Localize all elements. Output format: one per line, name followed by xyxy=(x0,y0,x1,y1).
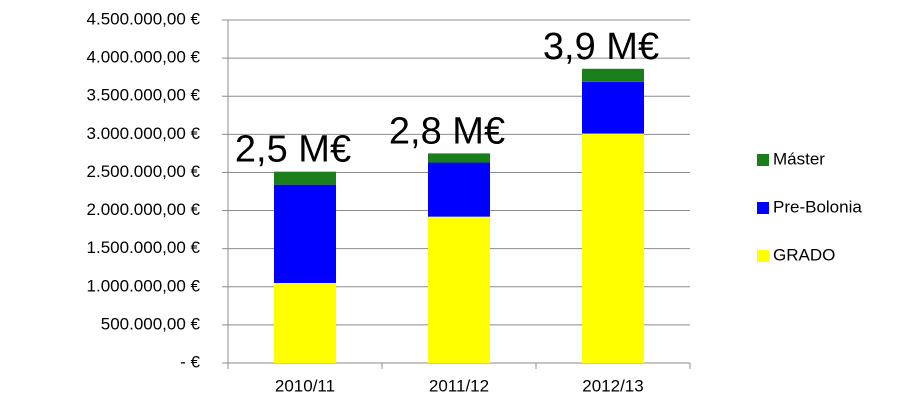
legend-swatch xyxy=(757,202,769,214)
y-tick-label: 2.500.000,00 € xyxy=(87,162,201,181)
legend-label: Máster xyxy=(773,149,825,168)
bar-segment xyxy=(582,68,644,82)
x-tick-label: 2010/11 xyxy=(275,376,335,395)
bar-segment xyxy=(274,184,336,283)
x-tick-label: 2012/13 xyxy=(582,376,643,395)
y-tick-label: 1.000.000,00 € xyxy=(87,276,201,295)
bar-segment xyxy=(582,81,644,134)
y-tick-label: 2.000.000,00 € xyxy=(87,200,201,219)
total-annotation: 2,8 M€ xyxy=(389,110,505,152)
y-tick-label: - € xyxy=(180,352,200,371)
legend-label: GRADO xyxy=(773,245,835,264)
bar-segment xyxy=(274,282,336,363)
y-tick-label: 1.500.000,00 € xyxy=(87,238,201,257)
total-annotation: 2,5 M€ xyxy=(235,129,351,171)
bar-segment xyxy=(274,171,336,185)
legend-label: Pre-Bolonia xyxy=(773,197,862,216)
bar-segment xyxy=(428,153,490,163)
bar-segment xyxy=(582,133,644,363)
y-tick-label: 500.000,00 € xyxy=(101,314,201,333)
legend-swatch xyxy=(757,250,769,262)
y-tick-label: 3.500.000,00 € xyxy=(87,86,201,105)
y-tick-label: 3.000.000,00 € xyxy=(87,124,201,143)
legend-swatch xyxy=(757,154,769,166)
y-tick-label: 4.500.000,00 € xyxy=(87,9,201,28)
x-tick-label: 2011/12 xyxy=(429,376,489,395)
bar-segment xyxy=(428,162,490,217)
total-annotation: 3,9 M€ xyxy=(543,26,659,68)
y-tick-label: 4.000.000,00 € xyxy=(87,48,201,67)
bar-segment xyxy=(428,216,490,363)
